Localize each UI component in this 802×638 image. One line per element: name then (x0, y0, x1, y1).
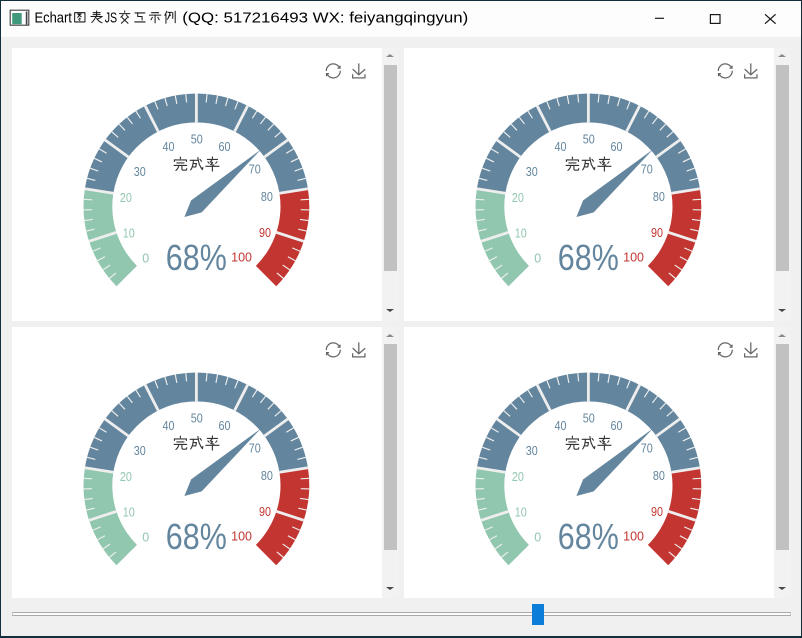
svg-text:Echart: Echart (35, 11, 72, 27)
svg-text:JS: JS (105, 11, 118, 27)
svg-text:(QQ: 517216493 WX: feiyangqing: (QQ: 517216493 WX: feiyangqingyun) (182, 11, 468, 27)
